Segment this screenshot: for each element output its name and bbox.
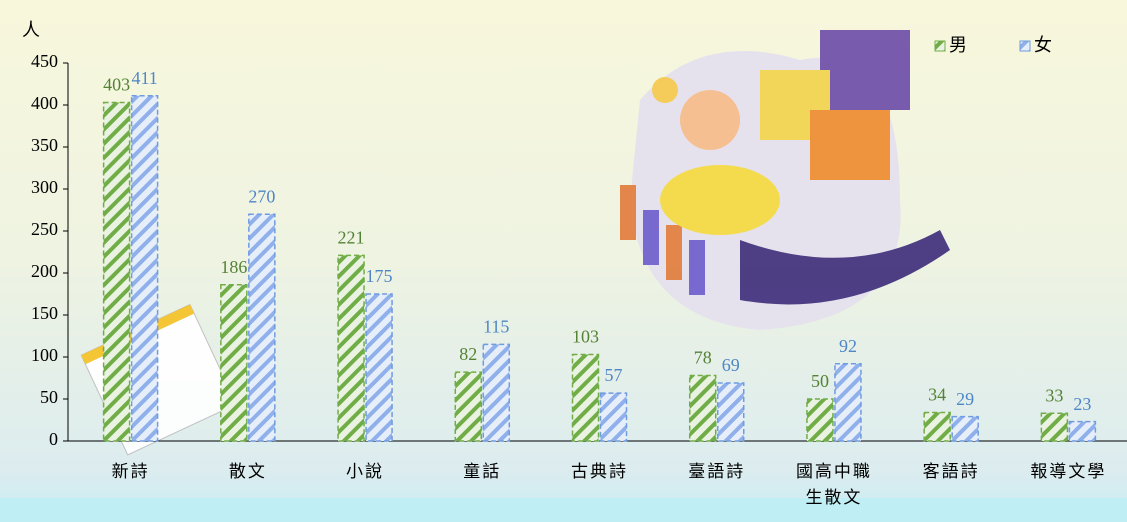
x-tick-label: 古典詩 [571, 462, 628, 481]
bar [454, 371, 483, 442]
value-label: 175 [366, 266, 393, 286]
value-label: 34 [928, 385, 946, 405]
legend-label: 男 [949, 35, 967, 55]
bar [220, 284, 248, 442]
bar [1068, 420, 1097, 442]
legend-swatch [1019, 40, 1031, 52]
value-label: 270 [248, 186, 275, 206]
bar [923, 411, 951, 442]
value-label: 23 [1073, 394, 1091, 414]
value-label: 115 [483, 317, 509, 337]
legend-swatch [934, 40, 946, 52]
bar [482, 343, 511, 442]
x-tick-label: 國高中職生散文 [795, 462, 872, 507]
value-label: 92 [839, 336, 857, 356]
bar [806, 398, 834, 442]
y-tick-label: 100 [31, 345, 58, 365]
x-tick-label: 散文 [228, 462, 267, 481]
bar [130, 95, 159, 442]
footer-band [0, 498, 1127, 522]
y-tick-label: 300 [31, 177, 58, 197]
value-label: 69 [722, 355, 740, 375]
bar [248, 213, 276, 442]
bar [834, 362, 862, 442]
value-label: 403 [103, 75, 130, 95]
y-tick-label: 150 [31, 303, 58, 323]
value-label: 50 [811, 371, 829, 391]
y-tick-label: 250 [31, 219, 58, 239]
illustration [80, 30, 950, 456]
x-tick-label: 小說 [346, 462, 385, 481]
value-label: 82 [459, 344, 477, 364]
y-tick-label: 350 [31, 135, 58, 155]
x-tick-label: 童話 [463, 462, 502, 481]
bar [102, 101, 131, 442]
value-label: 103 [572, 327, 599, 347]
x-tick-label: 報導文學 [1030, 462, 1107, 481]
y-tick-label: 50 [40, 387, 58, 407]
bar [1040, 412, 1069, 442]
bar [365, 293, 393, 442]
y-tick-label: 450 [31, 51, 58, 71]
value-label: 57 [605, 365, 623, 385]
bar [337, 254, 365, 442]
y-axis-label: 人 [22, 20, 40, 40]
value-label: 33 [1045, 385, 1063, 405]
y-tick-label: 0 [49, 429, 58, 449]
bar [716, 382, 745, 442]
value-label: 29 [956, 389, 974, 409]
y-tick-label: 200 [31, 261, 58, 281]
value-label: 221 [338, 227, 365, 247]
bar [599, 392, 628, 442]
bar [571, 353, 600, 442]
x-tick-label: 客語詩 [922, 462, 980, 481]
value-label: 186 [220, 257, 247, 277]
x-tick-label: 新詩 [111, 462, 150, 481]
y-tick-label: 400 [31, 93, 58, 113]
legend-label: 女 [1034, 35, 1052, 55]
bar [951, 415, 979, 442]
value-label: 411 [131, 68, 157, 88]
x-tick-label: 臺語詩 [688, 462, 746, 481]
bar [688, 374, 717, 442]
value-label: 78 [694, 348, 712, 368]
